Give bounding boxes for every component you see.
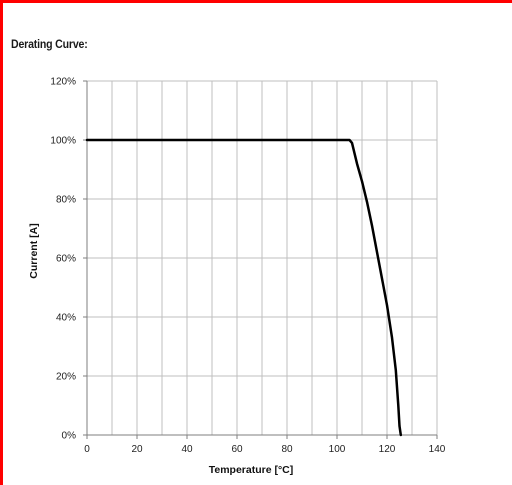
x-tick-label: 20 — [131, 444, 143, 455]
section-heading: Derating Curve: — [11, 37, 88, 51]
labels-layer: 0% 20% 40% 60% 80% 100% 120% 0 20 40 60 80 100 120 140… — [28, 77, 446, 477]
data-layer — [85, 138, 403, 437]
y-tick-label: 60% — [56, 254, 76, 265]
x-tick-label: 140 — [429, 444, 446, 455]
x-tick-label: 100 — [329, 444, 346, 455]
x-tick-label: 120 — [379, 444, 396, 455]
y-tick-label: 100% — [50, 136, 76, 147]
y-tick-label: 120% — [50, 77, 76, 88]
y-tick-label: 80% — [56, 195, 76, 206]
x-axis-title: Temperature [°C] — [209, 464, 294, 476]
derating-curve-line — [85, 138, 403, 437]
x-tick-label: 80 — [281, 444, 293, 455]
x-tick-label: 40 — [181, 444, 193, 455]
y-tick-label: 40% — [56, 313, 76, 324]
frame-left-border — [0, 0, 3, 485]
frame-top-border — [0, 0, 512, 3]
grid-layer — [87, 80, 438, 435]
y-tick-label: 20% — [56, 372, 76, 383]
y-axis-title: Current [A] — [28, 223, 40, 278]
axes-layer — [83, 80, 438, 439]
y-tick-label: 0% — [62, 431, 77, 442]
x-tick-label: 0 — [84, 444, 90, 455]
x-tick-label: 60 — [231, 444, 243, 455]
